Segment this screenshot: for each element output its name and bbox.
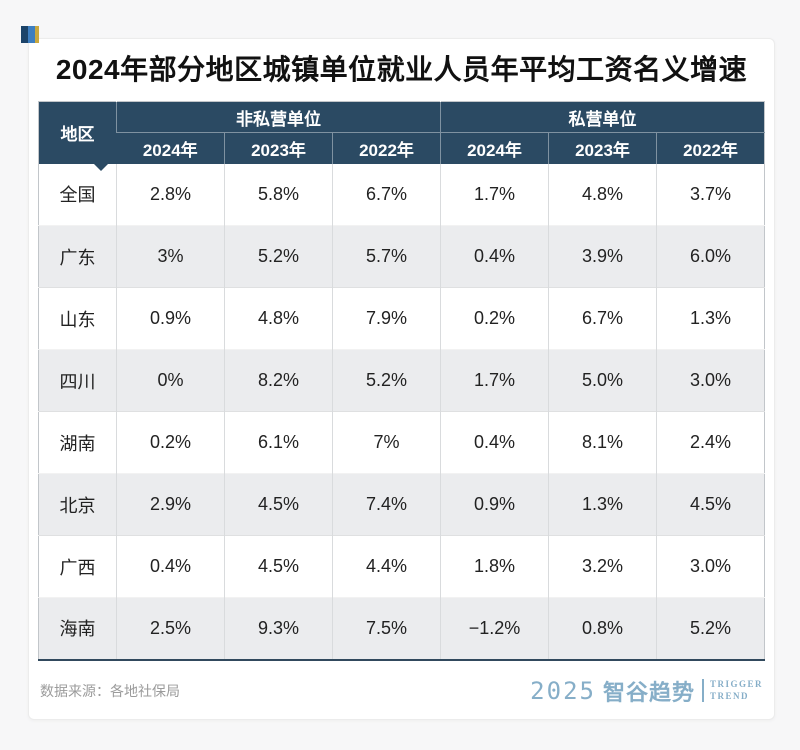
brand-logo-year: 2025 xyxy=(530,676,596,705)
value-cell: 3.7% xyxy=(656,163,765,226)
accent-stripe-gold xyxy=(35,26,39,43)
table-wrap: 地区 非私营单位 私营单位 2024年 2023年 2022年 2024年 20… xyxy=(38,101,765,661)
region-cell: 北京 xyxy=(38,473,117,536)
region-cell: 全国 xyxy=(59,185,96,206)
value-cell: 1.8% xyxy=(440,535,549,598)
value-cell: 6.0% xyxy=(656,225,765,288)
value-cell: 2.5% xyxy=(116,597,225,660)
table-row: 山东 0.9% 4.8% 7.9% 0.2% 6.7% 1.3% xyxy=(38,287,765,350)
value-cell: 7.9% xyxy=(332,287,441,350)
table-row: 广西 0.4% 4.5% 4.4% 1.8% 3.2% 3.0% xyxy=(38,535,765,598)
value-cell: 3% xyxy=(116,225,225,288)
value-cell: 4.5% xyxy=(224,535,333,598)
value-cell: 5.2% xyxy=(224,225,333,288)
column-header-private-2024: 2024年 xyxy=(440,132,549,164)
value-cell: 9.3% xyxy=(224,597,333,660)
value-cell: 7% xyxy=(332,411,441,474)
brand-logo-name: 智谷趋势 xyxy=(602,679,695,705)
value-cell: 1.3% xyxy=(548,473,657,536)
value-cell: 0.8% xyxy=(548,597,657,660)
value-cell: 0.2% xyxy=(116,411,225,474)
value-cell: −1.2% xyxy=(440,597,549,660)
brand-logo-subtext: TRIGGER TREND xyxy=(701,679,763,702)
table-row: 海南 2.5% 9.3% 7.5% −1.2% 0.8% 5.2% xyxy=(38,597,765,660)
value-cell: 7.4% xyxy=(332,473,441,536)
table-row: 全国 2.8% 5.8% 6.7% 1.7% 4.8% 3.7% xyxy=(38,163,765,226)
value-cell: 6.1% xyxy=(224,411,333,474)
column-header-region: 地区 xyxy=(38,101,117,164)
infographic-card: 2024年部分地区城镇单位就业人员年平均工资名义增速 地区 非私营单位 私营单位… xyxy=(21,26,775,720)
value-cell: 0.4% xyxy=(440,411,549,474)
region-cell: 湖南 xyxy=(38,411,117,474)
table-row: 湖南 0.2% 6.1% 7% 0.4% 8.1% 2.4% xyxy=(38,411,765,474)
brand-logo-subtext-line2: TREND xyxy=(709,690,749,701)
value-cell: 7.5% xyxy=(332,597,441,660)
value-cell: 5.8% xyxy=(224,163,333,226)
value-cell: 4.5% xyxy=(224,473,333,536)
footer: 数据来源：各地社保局 2025 智谷趋势 TRIGGER TREND xyxy=(38,675,765,707)
column-header-nonprivate-2023: 2023年 xyxy=(224,132,333,164)
group-header-nonprivate: 非私营单位 xyxy=(116,101,441,133)
table-row: 北京 2.9% 4.5% 7.4% 0.9% 1.3% 4.5% xyxy=(38,473,765,536)
value-cell: 3.9% xyxy=(548,225,657,288)
value-cell: 5.7% xyxy=(332,225,441,288)
value-cell: 3.2% xyxy=(548,535,657,598)
value-cell: 1.7% xyxy=(440,163,549,226)
value-cell: 0.2% xyxy=(440,287,549,350)
value-cell: 6.7% xyxy=(548,287,657,350)
page-title: 2024年部分地区城镇单位就业人员年平均工资名义增速 xyxy=(55,54,748,85)
value-cell: 4.8% xyxy=(548,163,657,226)
column-header-nonprivate-2022: 2022年 xyxy=(332,132,441,164)
value-cell: 4.8% xyxy=(224,287,333,350)
value-cell: 6.7% xyxy=(332,163,441,226)
value-cell: 2.4% xyxy=(656,411,765,474)
column-header-nonprivate-2024: 2024年 xyxy=(116,132,225,164)
brand-logo-subtext-line1: TRIGGER xyxy=(709,679,763,690)
brand-logo: 2025 智谷趋势 TRIGGER TREND xyxy=(530,675,763,707)
value-cell: 8.2% xyxy=(224,349,333,412)
value-cell: 5.0% xyxy=(548,349,657,412)
region-cell: 四川 xyxy=(38,349,117,412)
corner-accent-icon xyxy=(21,26,39,43)
value-cell: 1.7% xyxy=(440,349,549,412)
column-header-private-2023: 2023年 xyxy=(548,132,657,164)
value-cell: 3.0% xyxy=(656,349,765,412)
region-cell: 广西 xyxy=(38,535,117,598)
column-header-private-2022: 2022年 xyxy=(656,132,765,164)
value-cell: 4.4% xyxy=(332,535,441,598)
header-pointer-icon xyxy=(93,163,109,171)
accent-stripe-blue xyxy=(28,26,35,43)
region-cell: 山东 xyxy=(38,287,117,350)
table-row: 广东 3% 5.2% 5.7% 0.4% 3.9% 6.0% xyxy=(38,225,765,288)
region-cell: 海南 xyxy=(38,597,117,660)
value-cell: 0.9% xyxy=(116,287,225,350)
value-cell: 0.4% xyxy=(116,535,225,598)
value-cell: 0.9% xyxy=(440,473,549,536)
accent-stripe-dark xyxy=(21,26,28,43)
region-cell: 广东 xyxy=(38,225,117,288)
table-row: 四川 0% 8.2% 5.2% 1.7% 5.0% 3.0% xyxy=(38,349,765,412)
value-cell: 5.2% xyxy=(656,597,765,660)
data-source: 数据来源：各地社保局 xyxy=(40,682,180,699)
value-cell: 0.4% xyxy=(440,225,549,288)
value-cell: 0% xyxy=(116,349,225,412)
value-cell: 2.8% xyxy=(116,163,225,226)
value-cell: 3.0% xyxy=(656,535,765,598)
value-cell: 5.2% xyxy=(332,349,441,412)
value-cell: 8.1% xyxy=(548,411,657,474)
value-cell: 1.3% xyxy=(656,287,765,350)
group-header-private: 私营单位 xyxy=(440,101,765,133)
value-cell: 2.9% xyxy=(116,473,225,536)
value-cell: 4.5% xyxy=(656,473,765,536)
wage-growth-table: 地区 非私营单位 私营单位 2024年 2023年 2022年 2024年 20… xyxy=(38,101,765,661)
